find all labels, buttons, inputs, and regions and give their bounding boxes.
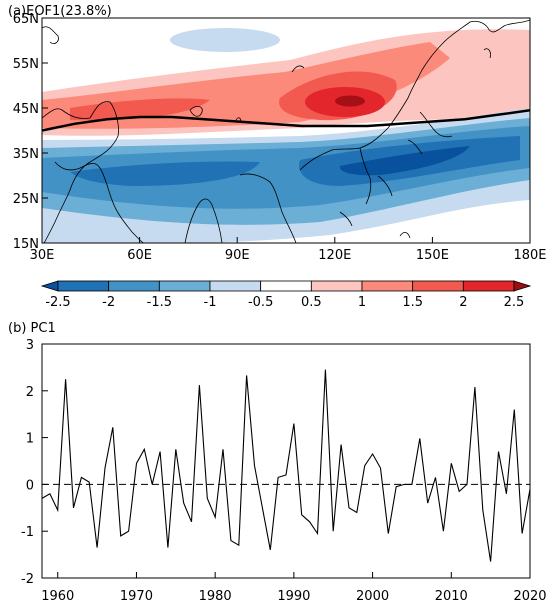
colorbar-level-label: 2.5 <box>504 295 525 310</box>
colorbar-level-label: 2 <box>459 295 467 310</box>
coastlines <box>42 19 530 243</box>
map-x-tick-label: 30E <box>30 248 55 263</box>
eof-colorbar: -2.5 -2 -1.5 -1 -0.5 0.5 1 1.5 2 2.5 <box>40 280 532 310</box>
pc1-axes: 1960 1970 1980 1990 2000 2010 2020 3 2 1 0 -1 -2 <box>21 338 547 604</box>
pc1-series-line <box>41 369 531 562</box>
red-peak <box>335 95 365 107</box>
pc1-y-tick-label: 0 <box>26 478 34 493</box>
colorbar-bin <box>462 280 515 292</box>
map-x-tick-label: 120E <box>318 248 351 263</box>
pc1-x-tick-label: 1990 <box>277 589 310 604</box>
pc1-x-tick-label: 1960 <box>41 589 74 604</box>
blue-min <box>339 146 470 176</box>
map-y-tick-label: 45N <box>13 102 39 117</box>
pc1-x-tick-label: 2010 <box>435 589 468 604</box>
pc1-x-tick-label: 1980 <box>199 589 232 604</box>
colorbar-level-label: -1.5 <box>147 295 172 310</box>
colorbar-level-label: -2.5 <box>45 295 70 310</box>
map-y-tick-label: 35N <box>13 147 39 162</box>
colorbar-level-label: -0.5 <box>248 295 273 310</box>
pc1-x-tick-label: 1970 <box>120 589 153 604</box>
colorbar-bin <box>260 280 312 292</box>
colorbar-level-label: 0.5 <box>301 295 322 310</box>
pc1-x-tick-label: 2020 <box>513 589 546 604</box>
colorbar-max-triangle <box>513 280 532 292</box>
map-x-tick-label: 180E <box>513 248 546 263</box>
pc1-y-tick-label: -2 <box>21 572 34 587</box>
map-y-tick-label: 25N <box>13 192 39 207</box>
colorbar-min-triangle <box>40 280 59 292</box>
colorbar-level-label: 1.5 <box>402 295 423 310</box>
pc1-x-tick-label: 2000 <box>356 589 389 604</box>
map-x-tick-label: 60E <box>127 248 152 263</box>
map-y-tick-label: 65N <box>13 12 39 27</box>
map-y-tick-label: 15N <box>13 237 39 252</box>
pc1-panel: (b) PC1 1960 1970 1980 1990 2000 2010 2020 3 2 1 0… <box>8 321 547 604</box>
map-x-tick-label: 90E <box>225 248 250 263</box>
colorbar-bin <box>158 280 211 292</box>
map-y-tick-label: 55N <box>13 57 39 72</box>
blue-core-west <box>70 161 260 186</box>
pc1-title: (b) PC1 <box>8 321 56 336</box>
eof-map-panel: (a)EOF1(23.8%) <box>8 4 547 310</box>
eof-map-title: (a)EOF1(23.8%) <box>8 4 112 19</box>
eof-map-axes: 30E 60E 90E 120E 150E 180E 65N 55N 45N 35N 25N 15N <box>13 12 547 263</box>
eof-map-field <box>42 18 530 243</box>
colorbar-level-label: -2 <box>102 295 115 310</box>
colorbar-bin <box>209 280 262 292</box>
eof-map-frame <box>41 17 531 244</box>
colorbar-level-label: -1 <box>204 295 217 310</box>
pc1-y-tick-label: 1 <box>26 432 34 447</box>
red-core-west <box>70 98 210 121</box>
pc1-y-tick-label: 2 <box>26 385 34 400</box>
pc1-y-tick-label: -1 <box>21 525 34 540</box>
map-x-tick-label: 150E <box>416 248 449 263</box>
colorbar-bin <box>310 280 363 292</box>
colorbar-level-label: 1 <box>358 295 366 310</box>
colorbar-bin <box>108 280 160 292</box>
pc1-frame <box>41 343 531 579</box>
colorbar-bin <box>361 280 414 292</box>
blue-anomaly-north <box>170 28 280 52</box>
colorbar-bin <box>57 280 110 292</box>
jet-axis-line <box>42 109 530 132</box>
pc1-y-tick-label: 3 <box>26 338 34 353</box>
colorbar-bin <box>412 280 464 292</box>
